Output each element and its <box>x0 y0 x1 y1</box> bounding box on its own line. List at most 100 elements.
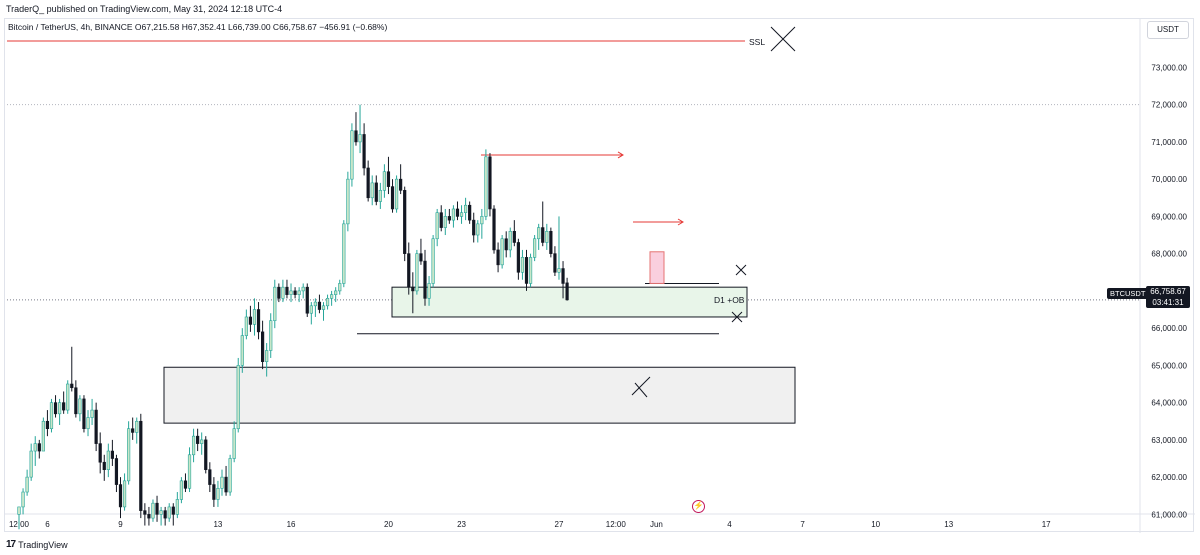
candle-body <box>220 476 224 489</box>
candle-body <box>143 510 147 515</box>
candle-body <box>248 316 253 325</box>
candle-body <box>224 476 228 493</box>
candle-body <box>350 130 354 180</box>
footer-brand[interactable]: TradingView <box>18 539 68 550</box>
x-tick-label: 9 <box>118 520 123 529</box>
x-tick-label: 12:00 <box>606 520 627 529</box>
candle-body <box>407 253 411 288</box>
candle-body <box>41 420 45 452</box>
candle-body <box>127 428 131 482</box>
candle-body <box>496 249 500 266</box>
lower-zone-box <box>163 366 796 424</box>
candle-body <box>29 450 33 478</box>
candle-body <box>459 212 464 217</box>
candle-body <box>33 443 37 452</box>
candle-body <box>492 208 496 251</box>
upper-x-marker <box>735 264 747 276</box>
candle-body <box>37 443 41 452</box>
candle-body <box>106 450 110 470</box>
candle-body <box>208 469 212 485</box>
candle-body <box>102 461 106 470</box>
candle-body <box>21 491 25 508</box>
candle-body <box>110 450 114 459</box>
candle-body <box>49 402 54 430</box>
ob-label: D1 +OB <box>714 295 745 305</box>
candle-body <box>366 167 370 199</box>
candle-body <box>82 398 86 430</box>
candle-body <box>557 268 561 273</box>
candle-body <box>415 253 419 292</box>
y-tick-label: 66,000.00 <box>1151 324 1187 333</box>
candle-body <box>516 242 520 273</box>
candle-body <box>139 420 143 511</box>
candle-body <box>545 231 549 243</box>
candle-body <box>114 458 119 485</box>
candle-body <box>53 402 58 415</box>
candle-body <box>281 286 285 299</box>
candle-body <box>200 439 204 444</box>
candle-body <box>187 454 192 489</box>
candle-body <box>256 309 261 333</box>
bearish-ob-highlight <box>649 251 665 284</box>
x-tick-label: Jun <box>650 520 663 529</box>
candle-body <box>317 301 322 310</box>
candle-body <box>439 212 443 228</box>
candle-body <box>277 286 281 299</box>
candle-body <box>431 238 435 284</box>
candle-body <box>435 212 439 240</box>
candle-body <box>472 219 476 236</box>
candle-body <box>358 134 362 143</box>
candle-body <box>354 130 358 143</box>
candle-body <box>342 223 346 284</box>
candle-body <box>403 190 407 254</box>
candle-body <box>86 417 90 430</box>
candle-body <box>447 216 451 221</box>
x-tick-label: 13 <box>944 520 953 529</box>
currency-button[interactable]: USDT <box>1147 21 1189 39</box>
y-tick-label: 62,000.00 <box>1151 473 1187 482</box>
ob-zone-box <box>391 286 748 318</box>
candle-body <box>394 178 399 210</box>
candle-body <box>293 290 297 295</box>
candle-body <box>163 510 167 519</box>
candle-body <box>533 238 537 258</box>
candle-body <box>90 409 94 418</box>
published-header: TraderQ_ published on TradingView.com, M… <box>6 4 283 14</box>
candle-body <box>399 178 403 191</box>
candle-body <box>179 480 184 500</box>
candle-body <box>74 387 78 415</box>
lower-zone-x-marker <box>631 376 651 398</box>
y-tick-label: 71,000.00 <box>1151 138 1187 147</box>
candle-body <box>305 286 309 314</box>
candle-body <box>378 190 382 202</box>
candle-body <box>297 290 301 295</box>
candle-body <box>488 156 492 210</box>
candle-body <box>204 439 208 470</box>
candle-body <box>309 305 313 314</box>
x-tick-label: 6 <box>45 520 50 529</box>
candle-body <box>537 227 541 240</box>
candle-body <box>159 510 163 515</box>
candle-body <box>57 402 62 415</box>
ssl-x-marker <box>770 26 796 52</box>
candle-body <box>370 182 374 199</box>
candle-body <box>269 320 273 351</box>
candle-body <box>565 282 569 301</box>
lightning-icon[interactable]: ⚡ <box>692 500 705 513</box>
y-tick-label: 63,000.00 <box>1151 436 1187 445</box>
x-tick-label: 13 <box>213 520 222 529</box>
ssl-label: SSL <box>749 37 765 47</box>
candle-body <box>334 290 338 295</box>
candle-body <box>390 186 395 210</box>
candle-body <box>512 231 516 243</box>
candle-body <box>244 316 248 336</box>
candle-body <box>151 502 155 519</box>
liquidity-arrow-1-head <box>617 151 624 159</box>
candle-body <box>427 283 431 299</box>
candle-body <box>240 335 244 366</box>
candle-body <box>541 227 545 243</box>
candle-body <box>508 231 512 251</box>
price-chart[interactable]: 73,000.00 72,000.00 71,000.00 70,000.00 69,0… <box>5 19 1195 533</box>
x-tick-label: 4 <box>727 520 732 529</box>
liquidity-arrow-2-head <box>677 218 684 226</box>
